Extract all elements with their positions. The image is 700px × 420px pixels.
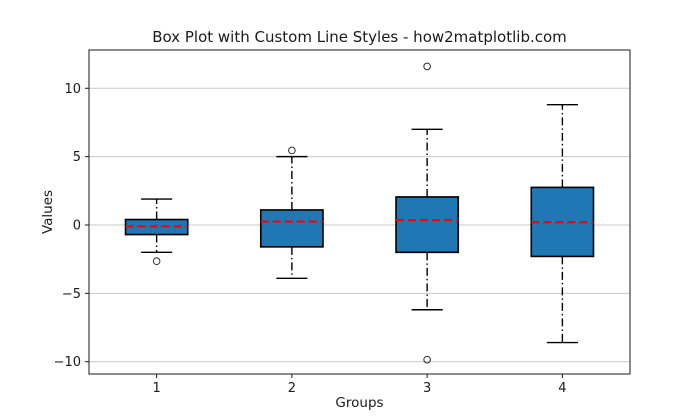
x-tick-label: 4 [558,381,566,396]
y-tick-label: 5 [73,150,81,165]
box-group-3 [395,62,460,364]
box-group-2 [259,146,324,280]
box-group-4 [530,103,595,344]
outlier-marker [423,62,431,71]
x-axis-label: Groups [335,395,384,411]
chart-title: Box Plot with Custom Line Styles - how2m… [152,28,567,46]
outlier-marker [423,355,431,364]
x-tick-label: 1 [152,381,160,396]
y-tick-label: 0 [73,218,81,233]
box-rect [395,196,460,254]
x-tick-label: 2 [288,381,296,396]
outlier-marker [152,257,161,266]
box-group-1 [124,198,189,266]
y-tick-label: −10 [54,355,81,370]
y-tick-label: 10 [64,82,81,97]
outlier-marker [288,146,296,155]
y-tick-label: −5 [62,287,81,302]
plot-frame [88,49,631,375]
box-rect [259,209,324,248]
x-tick-label: 3 [423,381,431,396]
